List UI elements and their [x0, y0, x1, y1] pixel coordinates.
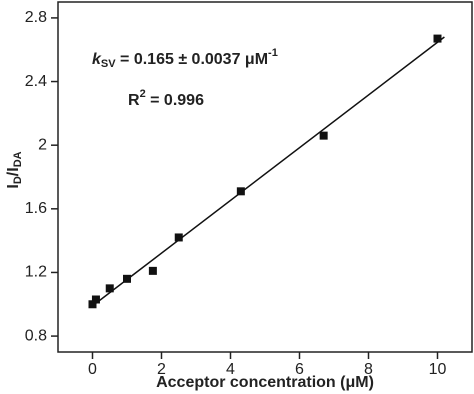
data-point [236, 187, 245, 196]
annotation-ksv: kSV = 0.165 ± 0.0037 μM-1 [92, 47, 278, 70]
data-point [433, 34, 442, 43]
y-label-part: I [5, 184, 22, 188]
y-label-part: /I [5, 167, 22, 176]
data-point [174, 233, 183, 242]
annotation-sup: 2 [140, 88, 146, 100]
data-point [123, 274, 131, 283]
annotation-part: k [92, 51, 102, 68]
x-tick-label: 4 [226, 361, 235, 378]
annotation-sub: SV [101, 58, 116, 70]
y-tick-label: 0.8 [25, 327, 47, 344]
x-axis-label: Acceptor concentration (μM) [156, 374, 374, 391]
plot-frame [57, 1, 473, 353]
data-point [105, 284, 114, 293]
y-tick-label: 1.6 [25, 200, 47, 217]
data-point [148, 266, 157, 275]
x-tick-label: 10 [429, 361, 447, 378]
data-point [91, 295, 100, 304]
y-tick-label: 2.4 [25, 73, 47, 90]
y-tick-label: 1.2 [25, 264, 47, 281]
y-label-sub: D [12, 176, 24, 184]
x-tick-label: 6 [295, 361, 304, 378]
x-tick-label: 2 [157, 361, 166, 378]
fit-line [92, 36, 445, 307]
y-tick-label: 2 [38, 136, 47, 153]
annotation-r2: R2 = 0.996 [128, 88, 204, 109]
annotation-part: R [128, 92, 140, 109]
annotation-sup: -1 [268, 47, 278, 59]
data-point [319, 131, 328, 140]
x-tick-label: 0 [88, 361, 97, 378]
y-tick-label: 2.8 [25, 9, 47, 26]
data-point [88, 300, 97, 309]
y-label-sub: DA [12, 151, 24, 167]
annotation-part: = 0.996 [146, 92, 204, 109]
x-tick-label: 8 [364, 361, 373, 378]
y-axis-label: ID/IDA [5, 151, 24, 188]
annotation-part: = 0.165 ± 0.0037 μM [116, 51, 268, 68]
